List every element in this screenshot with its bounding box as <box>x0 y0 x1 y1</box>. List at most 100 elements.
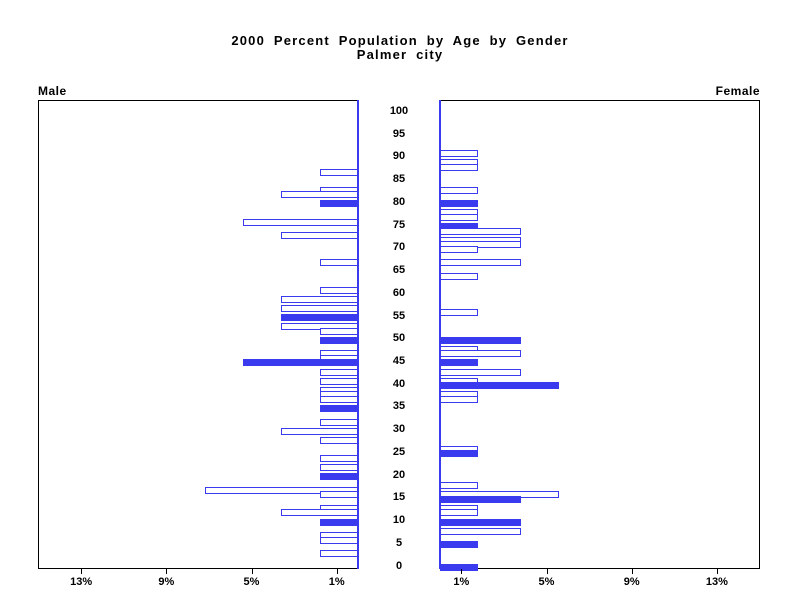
male-panel <box>38 100 358 569</box>
male-bar-age-22 <box>320 464 358 471</box>
male-bar-age-82 <box>281 191 358 199</box>
male-x-tick-label-13%: 13% <box>70 576 93 588</box>
age-tick-label-55: 55 <box>392 309 406 322</box>
male-bar-age-16 <box>320 491 358 499</box>
male-bar-age-76 <box>243 218 358 226</box>
male-bar-age-87 <box>320 168 358 176</box>
male-panel-label: Male <box>38 84 67 98</box>
male-bar-age-41 <box>320 377 358 385</box>
female-x-tick-9% <box>631 569 633 574</box>
female-bar-age-12 <box>440 509 478 517</box>
age-tick-label-60: 60 <box>392 286 406 299</box>
male-bar-age-35 <box>320 404 358 412</box>
age-tick-label-70: 70 <box>392 241 406 254</box>
male-bar-age-3 <box>320 550 358 558</box>
female-bar-age-71 <box>440 241 521 249</box>
male-x-tick-9% <box>166 569 168 574</box>
male-x-tick-label-9%: 9% <box>158 576 175 588</box>
female-bar-age-45 <box>440 359 478 367</box>
female-bar-age-88 <box>440 164 478 172</box>
age-tick-label-85: 85 <box>392 173 406 186</box>
female-bar-age-5 <box>440 541 478 549</box>
age-tick-label-20: 20 <box>392 468 406 481</box>
female-x-tick-label-9%: 9% <box>623 576 640 588</box>
age-tick-label-45: 45 <box>392 354 406 367</box>
female-bar-age-15 <box>440 495 521 503</box>
female-x-tick-1% <box>461 569 463 574</box>
male-bar-age-80 <box>320 200 358 208</box>
chart-title-block: 2000 Percent Population by Age by Gender… <box>0 34 800 62</box>
male-bar-age-30 <box>281 427 358 435</box>
male-bar-age-52 <box>320 327 358 335</box>
male-bar-age-12 <box>281 509 358 517</box>
male-bar-age-73 <box>281 232 358 240</box>
age-tick-label-95: 95 <box>392 127 406 140</box>
age-tick-label-30: 30 <box>392 423 406 436</box>
male-bar-age-17 <box>205 486 358 494</box>
male-bar-age-61 <box>320 286 358 294</box>
female-bar-age-83 <box>440 186 478 194</box>
male-bar-age-59 <box>281 295 358 303</box>
age-tick-label-25: 25 <box>392 445 406 458</box>
female-bar-age-47 <box>440 350 521 358</box>
female-bar-age-37 <box>440 395 478 403</box>
age-tick-label-5: 5 <box>395 536 403 549</box>
male-x-tick-5% <box>251 569 253 574</box>
male-bar-age-45 <box>243 359 358 367</box>
age-tick-label-90: 90 <box>392 150 406 163</box>
female-bar-age-64 <box>440 273 478 281</box>
female-bar-age-80 <box>440 200 478 208</box>
female-bar-age-18 <box>440 482 478 490</box>
male-x-tick-label-1%: 1% <box>328 576 345 588</box>
male-x-tick-13% <box>81 569 83 574</box>
female-bar-age-67 <box>440 259 521 267</box>
female-bar-age-0 <box>440 564 478 571</box>
chart-subtitle: Palmer city <box>356 47 444 62</box>
female-panel <box>440 100 760 569</box>
male-zero-axis-line <box>357 100 359 569</box>
female-x-tick-5% <box>546 569 548 574</box>
male-bar-age-6 <box>320 536 358 544</box>
female-zero-axis-line <box>439 100 441 569</box>
female-bar-age-50 <box>440 336 521 344</box>
age-tick-label-0: 0 <box>395 559 403 572</box>
female-x-tick-13% <box>716 569 718 574</box>
age-tick-label-15: 15 <box>392 491 406 504</box>
female-bar-age-40 <box>440 382 559 390</box>
male-bar-age-55 <box>281 314 358 322</box>
chart-title: 2000 Percent Population by Age by Gender <box>231 33 569 48</box>
age-tick-label-50: 50 <box>392 332 406 345</box>
male-bar-age-57 <box>281 304 358 312</box>
male-x-tick-label-5%: 5% <box>243 576 260 588</box>
female-bar-age-43 <box>440 368 521 376</box>
age-tick-label-100: 100 <box>389 105 409 117</box>
age-tick-label-35: 35 <box>392 400 406 413</box>
female-bar-age-70 <box>440 245 478 253</box>
female-bar-age-74 <box>440 227 521 235</box>
male-bar-age-43 <box>320 368 358 376</box>
female-bar-age-91 <box>440 150 478 158</box>
female-bar-age-77 <box>440 214 478 222</box>
age-tick-label-80: 80 <box>392 195 406 208</box>
female-panel-label: Female <box>715 84 760 98</box>
male-bar-age-50 <box>320 336 358 344</box>
age-tick-label-65: 65 <box>392 264 406 277</box>
age-tick-label-10: 10 <box>392 514 406 527</box>
female-x-tick-label-13%: 13% <box>705 576 728 588</box>
male-bar-age-20 <box>320 473 358 481</box>
female-x-tick-label-1%: 1% <box>453 576 470 588</box>
male-bar-age-28 <box>320 436 358 444</box>
male-bar-age-32 <box>320 418 358 426</box>
age-tick-label-40: 40 <box>392 377 406 390</box>
female-bar-age-10 <box>440 518 521 526</box>
female-x-tick-label-5%: 5% <box>538 576 555 588</box>
male-bar-age-24 <box>320 454 358 462</box>
male-bar-age-53 <box>281 323 358 331</box>
age-tick-label-75: 75 <box>392 218 406 231</box>
female-bar-age-8 <box>440 527 521 535</box>
male-bar-age-37 <box>320 395 358 403</box>
male-x-tick-1% <box>336 569 338 574</box>
female-bar-age-56 <box>440 309 478 317</box>
female-bar-age-25 <box>440 450 478 458</box>
